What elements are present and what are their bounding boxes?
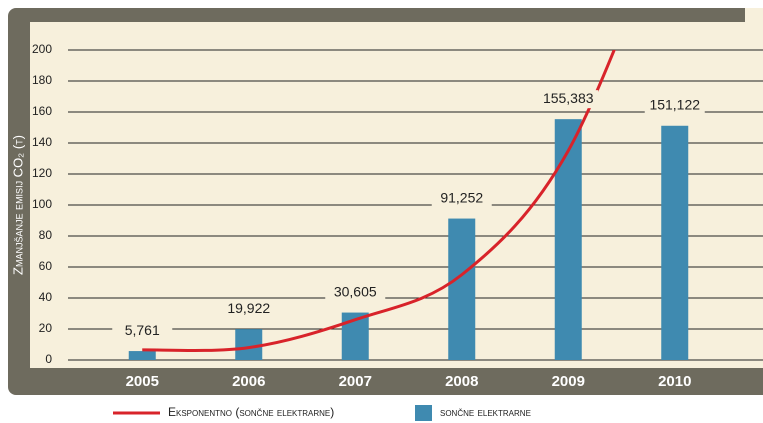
value-label-bg [325, 283, 386, 302]
legend-label: sončne elektrarne [440, 405, 531, 419]
bar [554, 119, 582, 361]
legend-swatch [415, 405, 432, 421]
bar [661, 125, 689, 361]
y-tick-label: 60 [39, 259, 53, 273]
trend-line [142, 50, 616, 353]
value-label-bg [644, 96, 705, 115]
y-tick-label: 140 [32, 135, 52, 149]
bar [235, 329, 263, 360]
value-label: 151,122 [649, 96, 700, 112]
x-tick-label: 2009 [552, 373, 585, 390]
y-tick-label: 20 [39, 321, 53, 335]
y-axis-label: Zmanjšanje emisij CO₂ (t) [10, 135, 25, 275]
bar [128, 351, 156, 360]
y-tick-label: 200 [32, 42, 52, 56]
legend-label: Eksponentno (sončne elektrarne) [168, 405, 334, 419]
x-tick-label: 2007 [339, 373, 372, 390]
y-tick-label: 160 [32, 104, 52, 118]
value-label: 30,605 [334, 283, 377, 299]
value-label: 5,761 [125, 322, 160, 338]
value-label-bg [538, 90, 599, 109]
x-tick-label: 2008 [445, 373, 478, 390]
corner-tab [745, 8, 763, 22]
y-tick-label: 40 [39, 290, 53, 304]
value-label-bg [112, 322, 173, 341]
y-tick-label: 80 [39, 228, 53, 242]
value-label: 91,252 [440, 189, 483, 205]
value-label: 19,922 [227, 300, 270, 316]
y-tick-label: 120 [32, 166, 52, 180]
value-label-bg [218, 300, 279, 319]
y-tick-label: 180 [32, 73, 52, 87]
x-tick-label: 2005 [126, 373, 159, 390]
y-tick-label: 100 [32, 197, 52, 211]
x-tick-label: 2006 [232, 373, 265, 390]
bar [448, 218, 476, 360]
y-tick-label: 0 [45, 352, 52, 366]
value-label-bg [431, 189, 492, 208]
plot-area [30, 22, 763, 368]
x-tick-label: 2010 [658, 373, 691, 390]
value-label: 155,383 [543, 90, 594, 106]
